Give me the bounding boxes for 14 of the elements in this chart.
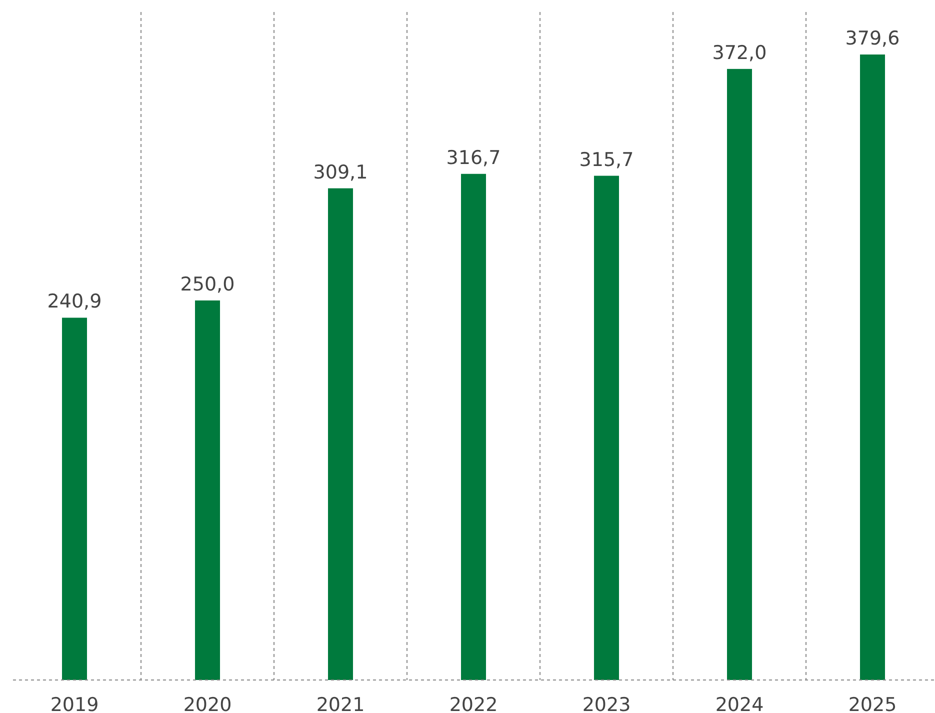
x-tick-label: 2023 [582, 694, 631, 713]
x-tick-label: 2025 [848, 694, 897, 713]
data-label: 309,1 [313, 161, 368, 184]
data-label: 379,6 [845, 28, 900, 50]
x-tick-label: 2021 [316, 694, 365, 713]
x-tick-label: 2019 [50, 694, 99, 713]
data-label: 240,9 [47, 290, 102, 313]
data-label: 315,7 [579, 148, 634, 171]
x-tick-label: 2020 [183, 694, 232, 713]
data-label: 316,7 [446, 146, 501, 169]
data-label: 250,0 [180, 273, 235, 296]
x-tick-label: 2024 [715, 694, 764, 713]
x-tick-label: 2022 [449, 694, 498, 713]
data-label: 372,0 [712, 42, 767, 64]
